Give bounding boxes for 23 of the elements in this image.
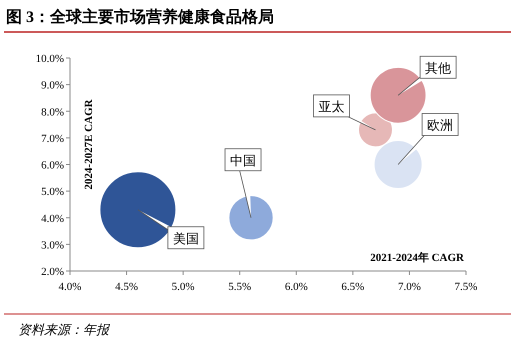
text: 资料来源：年报	[18, 322, 111, 337]
y-tick-label: 3.0%	[41, 239, 64, 252]
x-axis-title: 2021-2024年 CAGR	[370, 251, 466, 264]
y-tick-label: 9.0%	[41, 80, 64, 92]
x-tick-label: 7.5%	[454, 281, 478, 293]
x-tick-label: 5.5%	[228, 281, 252, 293]
y-tick-label: 2.0%	[41, 266, 64, 278]
y-tick-label: 5.0%	[41, 186, 64, 198]
y-tick-label: 8.0%	[41, 106, 64, 118]
y-tick-label: 7.0%	[41, 132, 64, 145]
x-tick-label: 7.0%	[398, 281, 421, 293]
y-tick-label: 6.0%	[41, 160, 64, 172]
x-tick-label: 4.0%	[58, 281, 82, 293]
x-tick-label: 6.0%	[284, 281, 308, 293]
annotation: 欧洲	[427, 118, 454, 132]
x-tick-label: 6.5%	[341, 281, 364, 293]
y-axis-title: 2024-2027E CAGR	[83, 98, 95, 190]
chart-title: 图 3：全球主要市场营养健康食品格局	[6, 7, 274, 26]
y-tick-label: 4.0%	[41, 212, 64, 225]
x-tick-label: 4.5%	[115, 281, 138, 293]
annotation: 中国	[230, 152, 256, 168]
x-tick-label: 5.0%	[172, 281, 195, 293]
y-tick-label: 10.0%	[36, 53, 64, 65]
